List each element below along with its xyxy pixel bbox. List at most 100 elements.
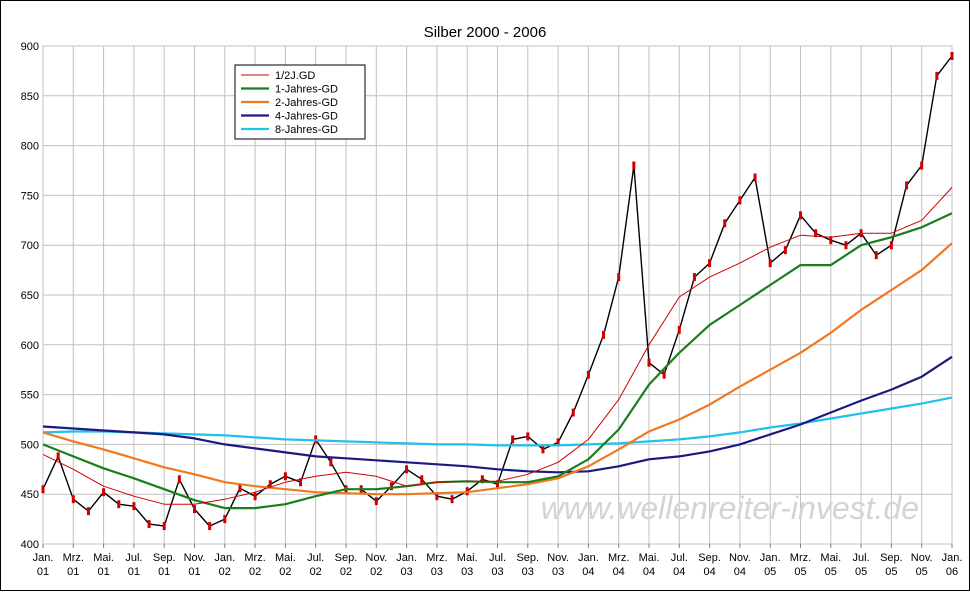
y-tick-label: 600 xyxy=(21,340,39,352)
price-point xyxy=(708,259,712,268)
x-tick-label-year: 03 xyxy=(431,566,443,578)
price-point xyxy=(814,229,818,238)
y-tick-label: 450 xyxy=(21,489,39,501)
x-tick-label-year: 03 xyxy=(400,566,412,578)
legend-label: 8-Jahres-GD xyxy=(275,124,338,136)
x-tick-label-month: Nov. xyxy=(365,552,387,564)
price-point xyxy=(177,475,181,484)
y-tick-label: 850 xyxy=(21,91,39,103)
price-point xyxy=(874,251,878,260)
price-point xyxy=(662,370,666,379)
price-point xyxy=(117,500,121,509)
x-tick-label-year: 05 xyxy=(916,566,928,578)
y-tick-label: 900 xyxy=(21,41,39,53)
price-point xyxy=(253,492,257,501)
x-tick-label-year: 02 xyxy=(249,566,261,578)
price-point xyxy=(223,515,227,524)
x-tick-label-month: Mai. xyxy=(457,552,478,564)
price-point xyxy=(526,432,530,441)
price-point xyxy=(677,325,681,334)
price-point xyxy=(950,51,954,60)
series-line-1-jahres-gd xyxy=(42,212,953,510)
legend-label: 1/2J.GD xyxy=(275,70,315,82)
price-point xyxy=(405,465,409,474)
x-tick-label-month: Nov. xyxy=(729,552,751,564)
price-point xyxy=(768,259,772,268)
x-tick-label-month: Mai. xyxy=(275,552,296,564)
price-point xyxy=(71,495,75,504)
y-tick-label: 550 xyxy=(21,390,39,402)
price-point xyxy=(753,173,757,182)
price-point xyxy=(571,408,575,417)
x-tick-label-year: 03 xyxy=(552,566,564,578)
x-tick-label-month: Jan. xyxy=(396,552,417,564)
y-tick-label: 650 xyxy=(21,290,39,302)
price-point xyxy=(511,435,515,444)
x-tick-label-month: Mai. xyxy=(820,552,841,564)
price-point xyxy=(799,211,802,220)
price-point xyxy=(102,488,106,497)
x-axis: Jan. 01 Mrz. 01 Mai. 01 Jul. 01 Sep. 01 Nov. 01 Jan.… xyxy=(33,544,963,578)
legend: 1/2J.GD 1-Jahres-GD2-Jahres-GD 4-Jahres-GD… xyxy=(234,64,366,140)
x-tick-label-month: Jan. xyxy=(942,552,963,564)
x-tick-label-year: 02 xyxy=(370,566,382,578)
x-tick-label-year: 04 xyxy=(613,566,625,578)
x-tick-label-year: 02 xyxy=(219,566,231,578)
x-tick-label-month: Mai. xyxy=(93,552,114,564)
price-point xyxy=(193,505,196,514)
price-series xyxy=(41,51,954,531)
x-tick-label-month: Sep. xyxy=(698,552,721,564)
x-tick-label-year: 05 xyxy=(764,566,776,578)
x-tick-label-month: Mrz. xyxy=(426,552,447,564)
price-point xyxy=(329,458,333,467)
price-point xyxy=(374,497,378,506)
price-point xyxy=(480,475,484,484)
x-tick-label-year: 03 xyxy=(522,566,534,578)
price-point xyxy=(723,219,727,228)
x-tick-label-month: Sep. xyxy=(516,552,539,564)
price-point xyxy=(783,246,787,255)
x-tick-label-year: 05 xyxy=(855,566,867,578)
price-point xyxy=(147,520,151,529)
x-tick-label-month: Sep. xyxy=(880,552,903,564)
x-tick-label-year: 04 xyxy=(703,566,715,578)
series-line-2-jahres-gd xyxy=(42,242,953,496)
price-point xyxy=(541,445,545,454)
legend-label: 4-Jahres-GD xyxy=(275,111,338,123)
price-point xyxy=(586,370,590,379)
x-tick-label-year: 06 xyxy=(946,566,958,578)
price-point xyxy=(420,475,424,484)
price-point xyxy=(905,181,909,190)
x-tick-label-year: 02 xyxy=(340,566,352,578)
series-layer xyxy=(41,51,954,531)
price-point xyxy=(647,358,651,367)
y-axis: 400 450 500 550 600 650 700 750 800 850 900 xyxy=(21,41,39,551)
price-point xyxy=(632,161,636,170)
x-tick-label-year: 02 xyxy=(310,566,322,578)
legend-label: 1-Jahres-GD xyxy=(275,84,338,96)
series-line-4-jahres-gd xyxy=(42,355,953,474)
legend-label: 2-Jahres-GD xyxy=(275,97,338,109)
x-tick-label-month: Nov. xyxy=(184,552,206,564)
price-point xyxy=(692,273,696,282)
price-point xyxy=(283,472,287,481)
price-point xyxy=(238,484,242,493)
x-tick-label-month: Sep. xyxy=(335,552,358,564)
x-tick-label-year: 01 xyxy=(67,566,79,578)
x-tick-label-month: Nov. xyxy=(547,552,569,564)
x-tick-label-year: 04 xyxy=(673,566,685,578)
x-tick-label-month: Jul. xyxy=(489,552,506,564)
watermark: www.wellenreiter-invest.de xyxy=(541,490,919,526)
x-tick-label-year: 01 xyxy=(37,566,49,578)
price-point xyxy=(435,492,439,501)
x-tick-label-month: Jan. xyxy=(578,552,599,564)
price-point xyxy=(41,485,45,494)
x-tick-label-year: 01 xyxy=(188,566,200,578)
price-point xyxy=(86,507,90,516)
price-point xyxy=(920,161,924,170)
x-tick-label-year: 01 xyxy=(158,566,170,578)
x-tick-label-month: Jan. xyxy=(760,552,781,564)
x-tick-label-month: Jul. xyxy=(671,552,688,564)
x-tick-label-year: 01 xyxy=(97,566,109,578)
